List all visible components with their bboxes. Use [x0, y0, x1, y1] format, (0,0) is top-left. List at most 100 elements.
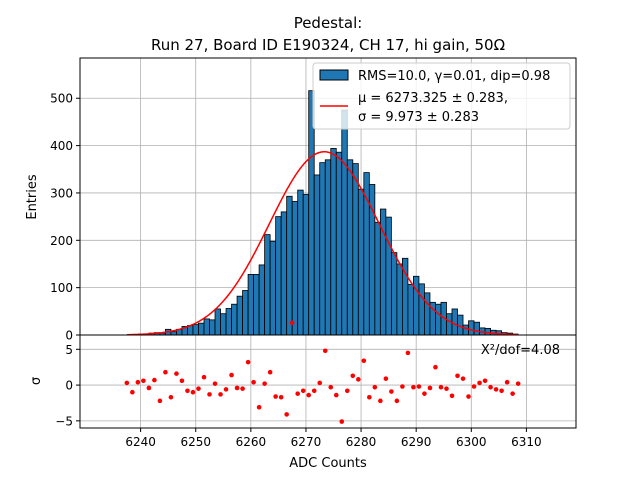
residual-point — [477, 380, 482, 386]
histogram-bars — [137, 90, 519, 336]
y-axis-label-top: Entries — [25, 174, 40, 220]
histogram-bar — [324, 159, 332, 336]
residual-point — [245, 359, 251, 365]
residual-point — [234, 385, 240, 391]
residual-point — [174, 371, 179, 376]
residual-point — [278, 394, 284, 400]
residual-point — [515, 381, 521, 386]
histogram-bar — [286, 195, 293, 336]
residual-point — [400, 384, 405, 389]
histogram-bar — [242, 290, 249, 336]
histogram-bar — [313, 174, 321, 336]
histogram-bar — [247, 273, 254, 336]
histogram-bar — [291, 201, 299, 336]
residual-point — [422, 391, 427, 396]
histogram-bar — [330, 148, 337, 336]
bottom-y-tick-label: 0 — [65, 379, 73, 393]
histogram-bar — [198, 322, 205, 336]
residual-point — [466, 394, 471, 399]
residual-point — [146, 385, 152, 391]
residual-point — [471, 384, 477, 389]
x-tick-label: 6240 — [125, 435, 156, 449]
histogram-bar — [407, 283, 414, 336]
residual-point — [300, 388, 306, 394]
histogram-bar — [352, 163, 359, 336]
histogram-bar — [435, 303, 442, 336]
bottom-y-tick-label: −5 — [55, 414, 73, 428]
residual-point — [218, 392, 223, 397]
x-tick-label: 6260 — [236, 435, 267, 449]
bottom-panel-grid — [80, 335, 576, 428]
residual-point — [168, 394, 174, 400]
legend-box — [312, 62, 571, 130]
residual-point — [394, 398, 400, 404]
residual-point — [389, 389, 394, 394]
gaussian-fit-line — [126, 151, 519, 336]
x-tick-label: 6290 — [401, 435, 432, 449]
residual-point — [510, 391, 515, 396]
residual-point — [289, 320, 295, 326]
residual-point — [157, 398, 163, 404]
histogram-bar — [319, 162, 326, 336]
residual-point — [124, 380, 130, 386]
residual-point — [196, 386, 201, 391]
residual-point — [207, 392, 212, 397]
legend-fit-label-line1: μ = 6273.325 ± 0.283, — [358, 91, 508, 106]
bottom-y-ticks: −5 0 5 — [55, 343, 80, 428]
residual-point — [229, 372, 234, 378]
residual-point — [339, 419, 345, 424]
histogram-bar — [446, 313, 453, 336]
histogram-bar — [236, 295, 243, 336]
histogram-bar — [363, 172, 370, 336]
top-y-tick-label: 400 — [50, 139, 73, 153]
residual-point — [411, 384, 416, 390]
histogram-bar — [269, 240, 277, 336]
residual-point — [223, 387, 229, 392]
histogram-bar — [468, 320, 475, 336]
histogram-bar — [424, 292, 431, 336]
histogram-bar — [275, 216, 282, 336]
histogram-bar — [214, 308, 221, 336]
histogram-bar — [396, 263, 403, 336]
histogram-bar — [357, 188, 365, 336]
residual-point — [262, 381, 267, 386]
residual-point — [212, 381, 218, 386]
residual-point — [488, 384, 493, 390]
histogram-bar — [335, 151, 343, 336]
chart-title-line1: Pedestal: — [294, 14, 363, 32]
top-y-tick-label: 100 — [50, 281, 73, 295]
residual-point — [482, 378, 488, 384]
residual-points — [124, 320, 521, 424]
chi2-label: X²/dof=4.08 — [481, 343, 560, 358]
residual-point — [201, 374, 207, 380]
residual-point — [372, 384, 378, 390]
histogram-bar — [413, 275, 420, 336]
histogram-bar — [374, 221, 381, 336]
histogram-bar — [209, 319, 216, 336]
histogram-bar — [451, 308, 458, 336]
histogram-bar — [462, 324, 469, 336]
residual-point — [416, 384, 422, 389]
residual-point — [311, 388, 317, 394]
residual-point — [427, 385, 433, 391]
histogram-bar — [346, 159, 354, 336]
residual-point — [350, 373, 356, 379]
bottom-panel-frame — [79, 334, 577, 429]
residual-point — [256, 404, 262, 410]
x-tick-label: 6250 — [180, 435, 211, 449]
x-tick-label: 6300 — [456, 435, 487, 449]
residual-point — [163, 369, 168, 375]
residual-point — [185, 388, 190, 394]
y-axis-label-bottom: σ — [29, 377, 44, 385]
chart-title-line2: Run 27, Board ID E190324, CH 17, hi gain… — [151, 36, 505, 54]
residual-point — [141, 378, 146, 384]
residual-point — [240, 386, 245, 391]
residual-point — [378, 398, 383, 404]
residual-point — [438, 384, 444, 390]
residual-point — [504, 379, 510, 385]
residual-point — [152, 377, 157, 383]
top-y-tick-label: 0 — [65, 329, 73, 343]
residual-point — [449, 393, 455, 399]
residual-point — [190, 389, 196, 395]
